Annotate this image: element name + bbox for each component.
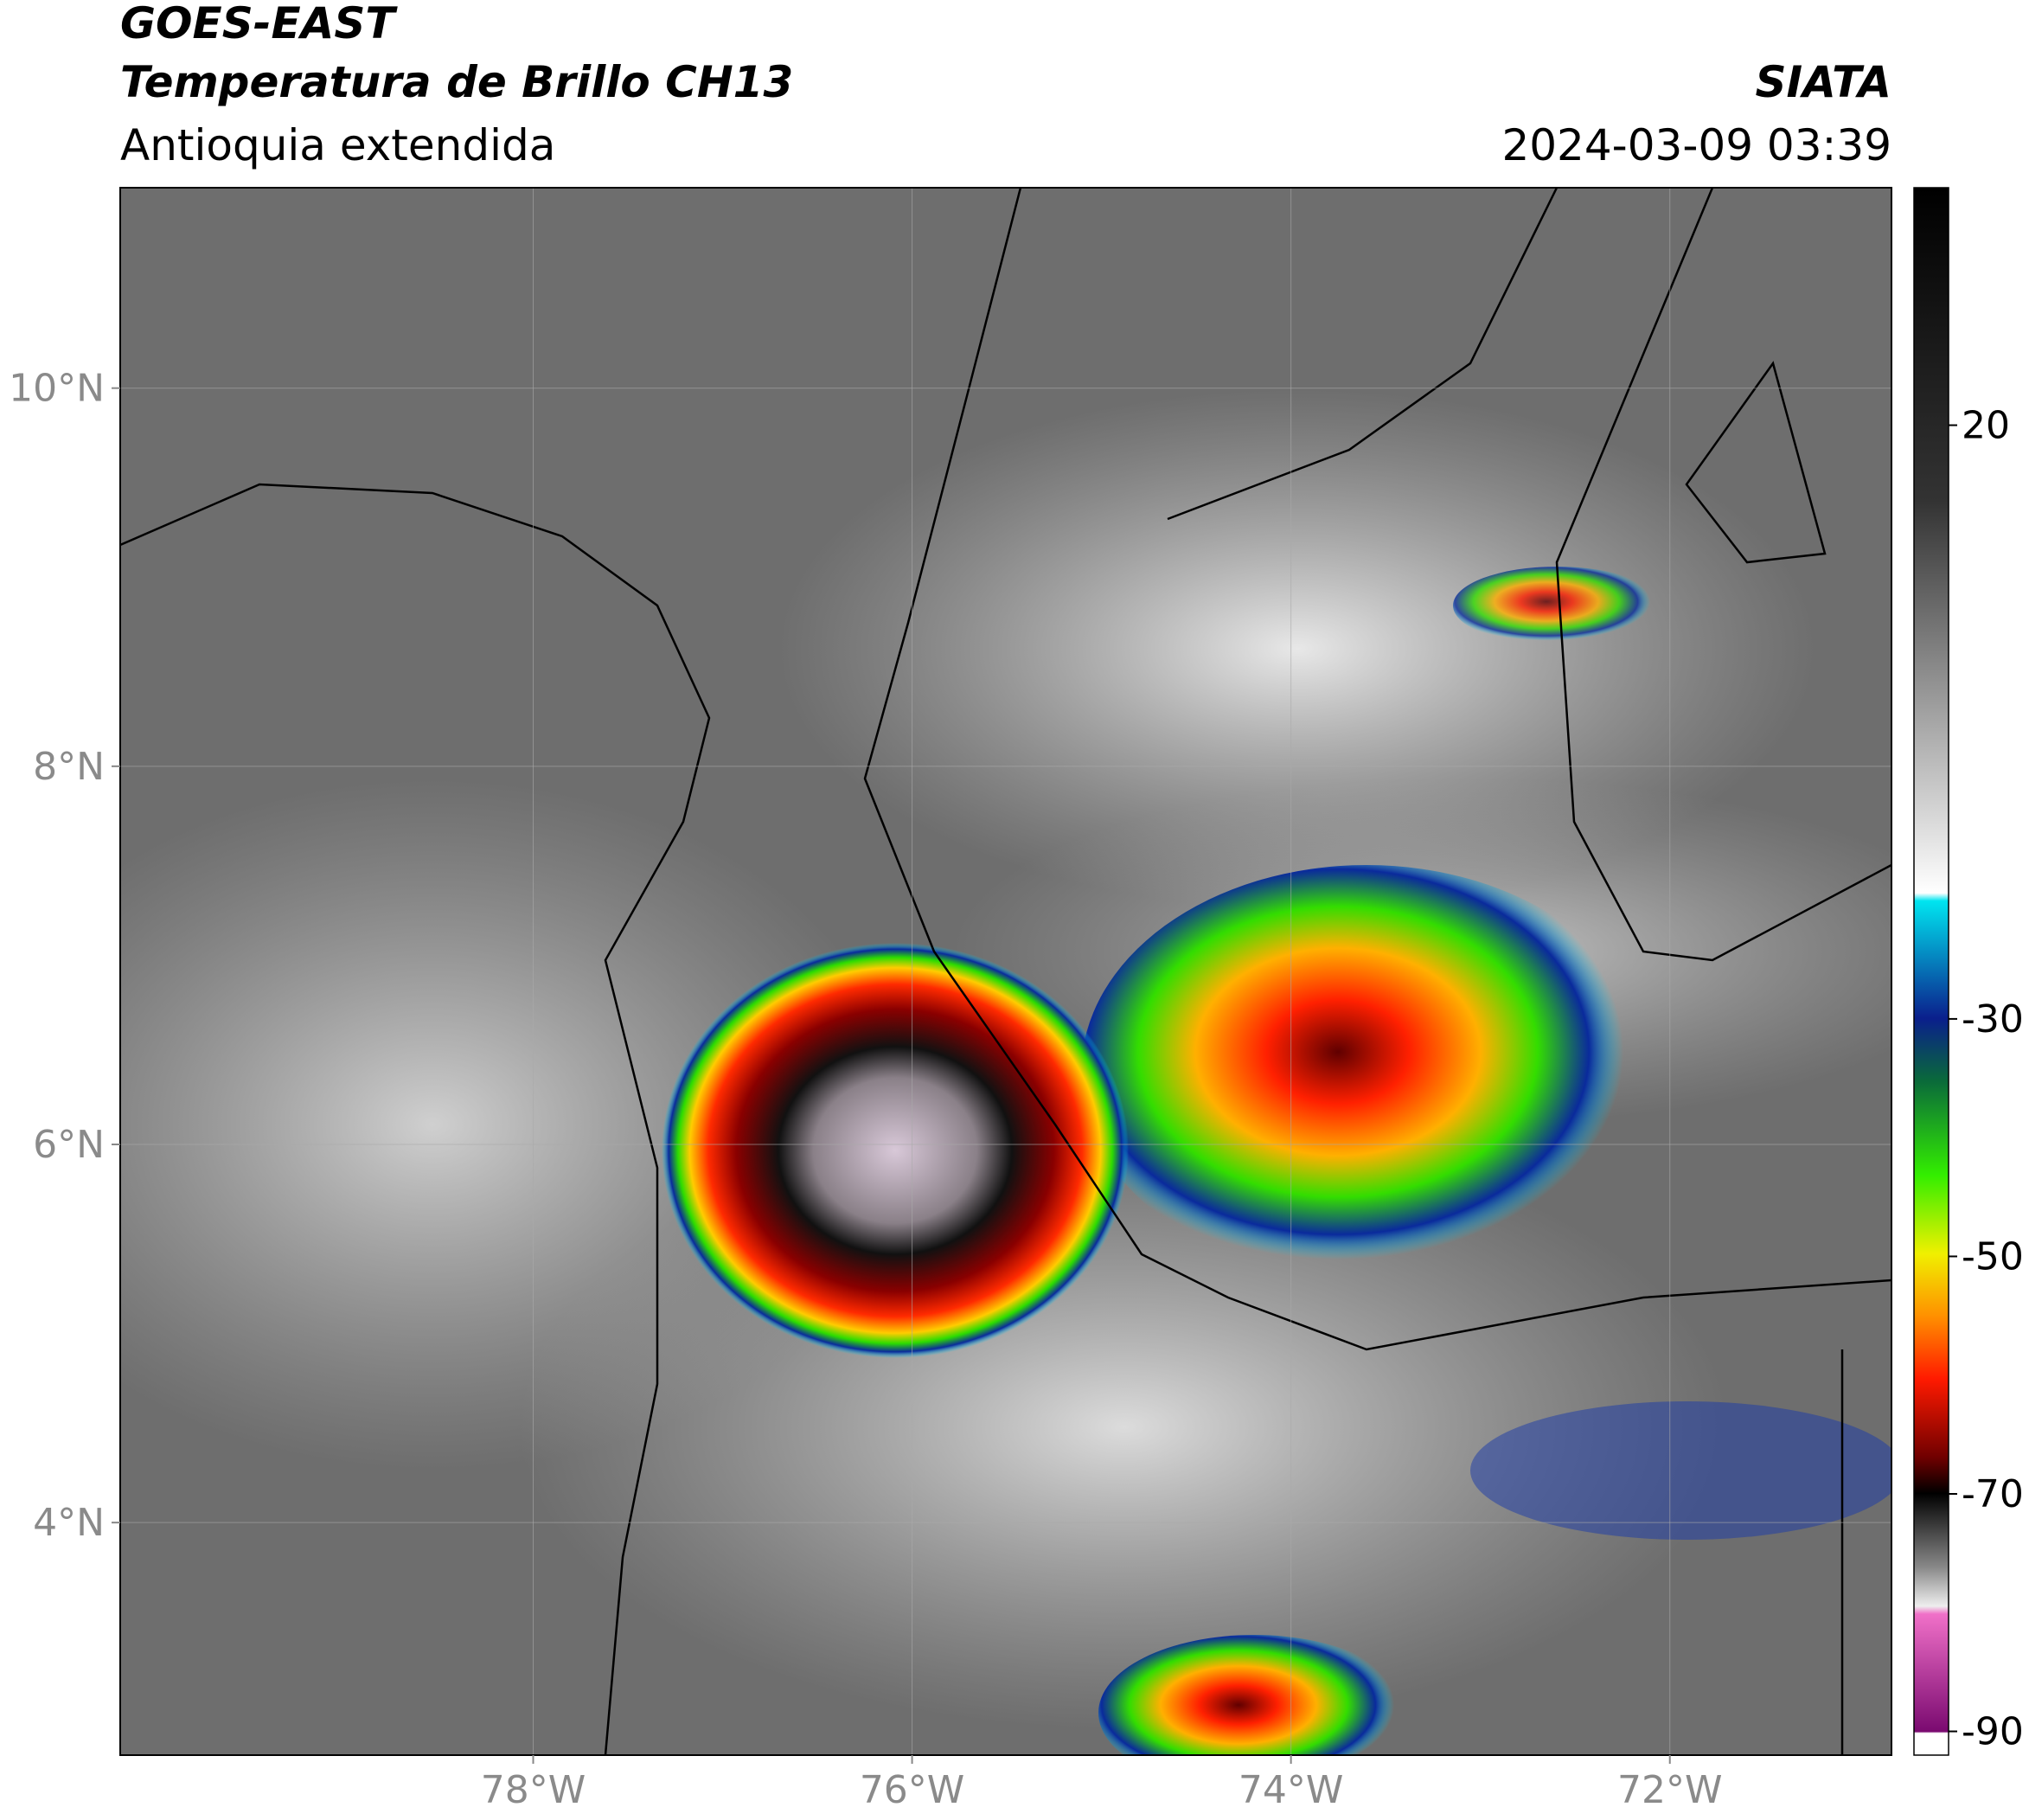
x-tick-label: 76°W — [860, 1768, 965, 1812]
x-tick-label: 72°W — [1617, 1768, 1723, 1812]
y-tick-label: 4°N — [33, 1501, 105, 1545]
colorbar-tick-label: -50 — [1962, 1234, 2024, 1278]
region: Antioquia extendida — [120, 120, 555, 170]
timestamp: 2024-03-09 03:39 — [1501, 120, 1891, 170]
satellite: GOES-EAST — [120, 0, 398, 48]
colorbar — [1913, 187, 1949, 1756]
product: Temperatura de Brillo CH13 — [120, 57, 793, 107]
colorbar-tick-label: -30 — [1962, 997, 2024, 1041]
x-tick-label: 74°W — [1239, 1768, 1344, 1812]
y-tick-label: 10°N — [9, 367, 105, 411]
colorbar-tick-label: -70 — [1962, 1472, 2024, 1516]
y-tick-label: 8°N — [33, 745, 105, 789]
x-tick-label: 78°W — [481, 1768, 586, 1812]
map-frame — [119, 187, 1892, 1756]
y-tick-label: 6°N — [33, 1123, 105, 1167]
ticks: 78°W 76°W 74°W 72°W 4°N 6°N 8°N 10°N 20 -30 -50 -70… — [9, 367, 2024, 1812]
source: SIATA — [1756, 57, 1891, 107]
grid — [120, 188, 1891, 1755]
colorbar-tick-label: 20 — [1962, 404, 2010, 448]
imagery — [120, 188, 1891, 1755]
colorbar-tick-label: -90 — [1962, 1710, 2024, 1754]
